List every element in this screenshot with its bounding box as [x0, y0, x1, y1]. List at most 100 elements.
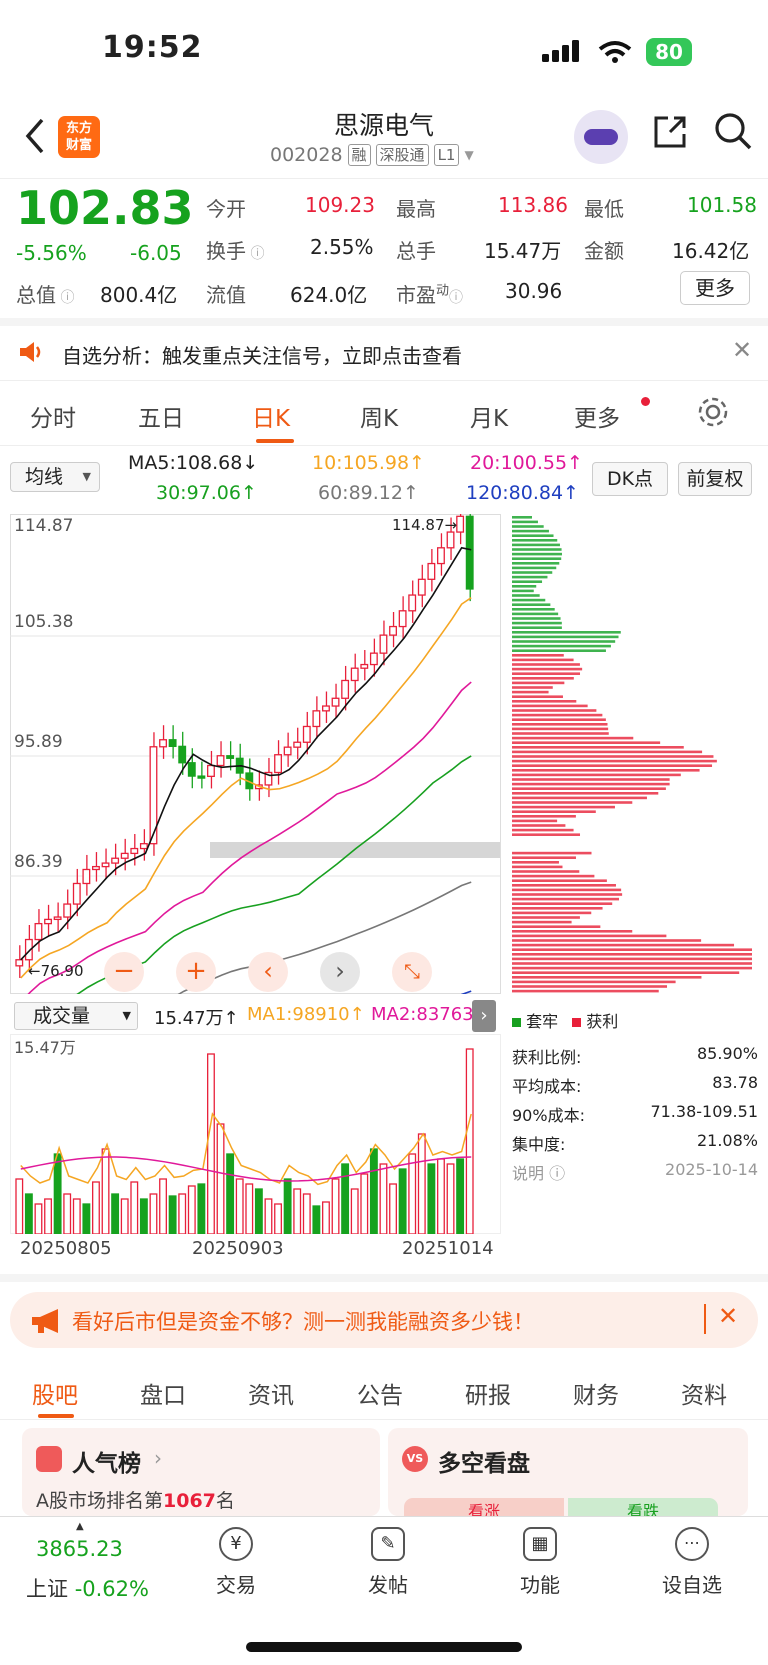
battery-icon: 80 [646, 38, 692, 66]
tab-intraday[interactable]: 分时 [30, 406, 76, 432]
margin-ad-banner[interactable]: 看好后市但是资金不够？测一测我能融资多少钱！ ✕ [10, 1292, 758, 1348]
chip-bar [512, 746, 684, 749]
info-icon[interactable]: ⓘ [449, 290, 464, 306]
tab-five-day[interactable]: 五日 [138, 406, 184, 432]
ad-close-icon[interactable]: ✕ [718, 1302, 739, 1330]
bull-button[interactable]: 看涨 [404, 1498, 564, 1516]
scroll-left-button[interactable]: ‹ [248, 952, 288, 992]
tab-finance[interactable]: 财务 [573, 1383, 619, 1409]
chip-bar [512, 736, 634, 740]
candle-body [350, 667, 359, 682]
tab-news[interactable]: 资讯 [248, 1383, 294, 1409]
rank-icon [36, 1446, 62, 1472]
tab-orderbook[interactable]: 盘口 [140, 1383, 186, 1409]
search-icon[interactable] [712, 110, 754, 152]
candle-body [465, 515, 474, 590]
candle-body [446, 531, 455, 549]
candle-body [398, 610, 407, 628]
chip-bar [512, 792, 659, 795]
candle-body [139, 843, 148, 850]
volume-bar [408, 1153, 417, 1234]
chip-bar [512, 677, 574, 680]
expand-arrow-icon[interactable]: › [472, 1000, 496, 1032]
chip-bar [512, 916, 580, 919]
chip-bar [512, 865, 563, 869]
candle-body [427, 562, 436, 580]
tab-announcements[interactable]: 公告 [357, 1383, 403, 1409]
candle-body [187, 762, 196, 777]
ma120-label: 120:80.84↑ [466, 482, 579, 504]
zoom-out-button[interactable]: − [104, 952, 144, 992]
close-icon[interactable]: ✕ [732, 336, 753, 364]
chip-bar [512, 612, 559, 616]
tab-forum[interactable]: 股吧 [32, 1383, 78, 1409]
candle-body [417, 578, 426, 596]
scroll-right-button[interactable]: › [320, 952, 360, 992]
nav-functions[interactable]: ▦ 功能 [490, 1527, 590, 1598]
tab-monthly-k[interactable]: 月K [470, 406, 509, 432]
tab-profile[interactable]: 资料 [681, 1383, 727, 1409]
tab-research[interactable]: 研报 [465, 1383, 511, 1409]
share-icon[interactable] [650, 112, 690, 152]
kline-chart[interactable] [10, 514, 502, 994]
chip-bar [512, 718, 606, 721]
chip-bar [512, 773, 681, 777]
divider [0, 1274, 768, 1282]
volume-chart[interactable] [10, 1034, 502, 1234]
volume-bar [302, 1193, 311, 1234]
more-button[interactable]: 更多 [680, 271, 750, 305]
bear-button[interactable]: 看跌 [568, 1498, 718, 1516]
back-icon[interactable] [24, 116, 46, 156]
chip-bar [512, 700, 577, 703]
info-icon[interactable]: ⓘ [56, 290, 75, 306]
tab-daily-k[interactable]: 日K [252, 406, 291, 432]
nav-add-watchlist[interactable]: ⋯ 设自选 [642, 1527, 742, 1598]
notice-bar[interactable]: 自选分析：触发重点关注信号，立即点击查看 ✕ [0, 318, 768, 380]
chip-bar [512, 911, 592, 915]
cards-area: 人气榜 › A股市场排名第1067名 VS 多空看盘 看涨 看跌 [0, 1420, 768, 1516]
stat-row: 90%成本: 71.38-109.51 [512, 1102, 758, 1125]
tab-weekly-k[interactable]: 周K [360, 406, 399, 432]
speaker-icon [20, 342, 41, 362]
tab-more[interactable]: 更多 [574, 406, 620, 432]
stat-row: 获利比例: 85.90% [512, 1044, 758, 1067]
ylabel-3: 95.89 [14, 732, 63, 752]
index-value[interactable]: 3865.23 [36, 1537, 123, 1561]
pe-value: 30.96 [505, 279, 563, 303]
settings-gear-icon[interactable] [696, 395, 730, 429]
info-icon[interactable]: ⓘ [246, 246, 265, 262]
volume-bar [341, 1163, 350, 1234]
signal-icon [542, 40, 579, 62]
dk-point-button[interactable]: DK点 [592, 462, 668, 496]
ma60-label: 60:89.12↑ [318, 482, 419, 504]
volume-bar [369, 1148, 378, 1234]
index-info[interactable]: 上证 -0.62% [26, 1577, 149, 1601]
chip-bar [512, 966, 752, 970]
zoom-in-button[interactable]: + [176, 952, 216, 992]
chip-bar [512, 566, 557, 570]
dropdown-icon[interactable]: ▼ [464, 148, 474, 162]
chip-bar [512, 805, 615, 809]
bull-bear-card[interactable]: VS 多空看盘 看涨 看跌 [388, 1428, 748, 1516]
volume-indicator-select[interactable]: 成交量 ▼ [14, 1002, 138, 1030]
chip-bar [512, 828, 574, 832]
nav-post[interactable]: ✎ 发帖 [338, 1527, 438, 1598]
stock-subtitle: 002028 融 深股通 L1 ▼ [270, 144, 474, 166]
volume-bar [149, 1193, 158, 1234]
fullscreen-icon[interactable]: ⤡ [392, 952, 432, 992]
popularity-card[interactable]: 人气榜 › A股市场排名第1067名 [22, 1428, 380, 1516]
chip-bar [512, 782, 670, 786]
candle-body [456, 515, 465, 533]
assistant-avatar[interactable] [574, 110, 628, 164]
indicator-select[interactable]: 均线 ▼ [10, 462, 100, 492]
candle-body [389, 625, 397, 636]
adjust-button[interactable]: 前复权 [678, 462, 752, 496]
candle-body [331, 697, 340, 707]
ma-line [20, 597, 472, 979]
status-time: 19:52 [102, 30, 203, 65]
chip-bar [512, 585, 537, 588]
chip-bar [512, 980, 676, 984]
high-label: 最高 [396, 197, 436, 221]
nav-trade[interactable]: ¥ 交易 [186, 1527, 286, 1598]
amount-value: 16.42亿 [672, 239, 750, 263]
